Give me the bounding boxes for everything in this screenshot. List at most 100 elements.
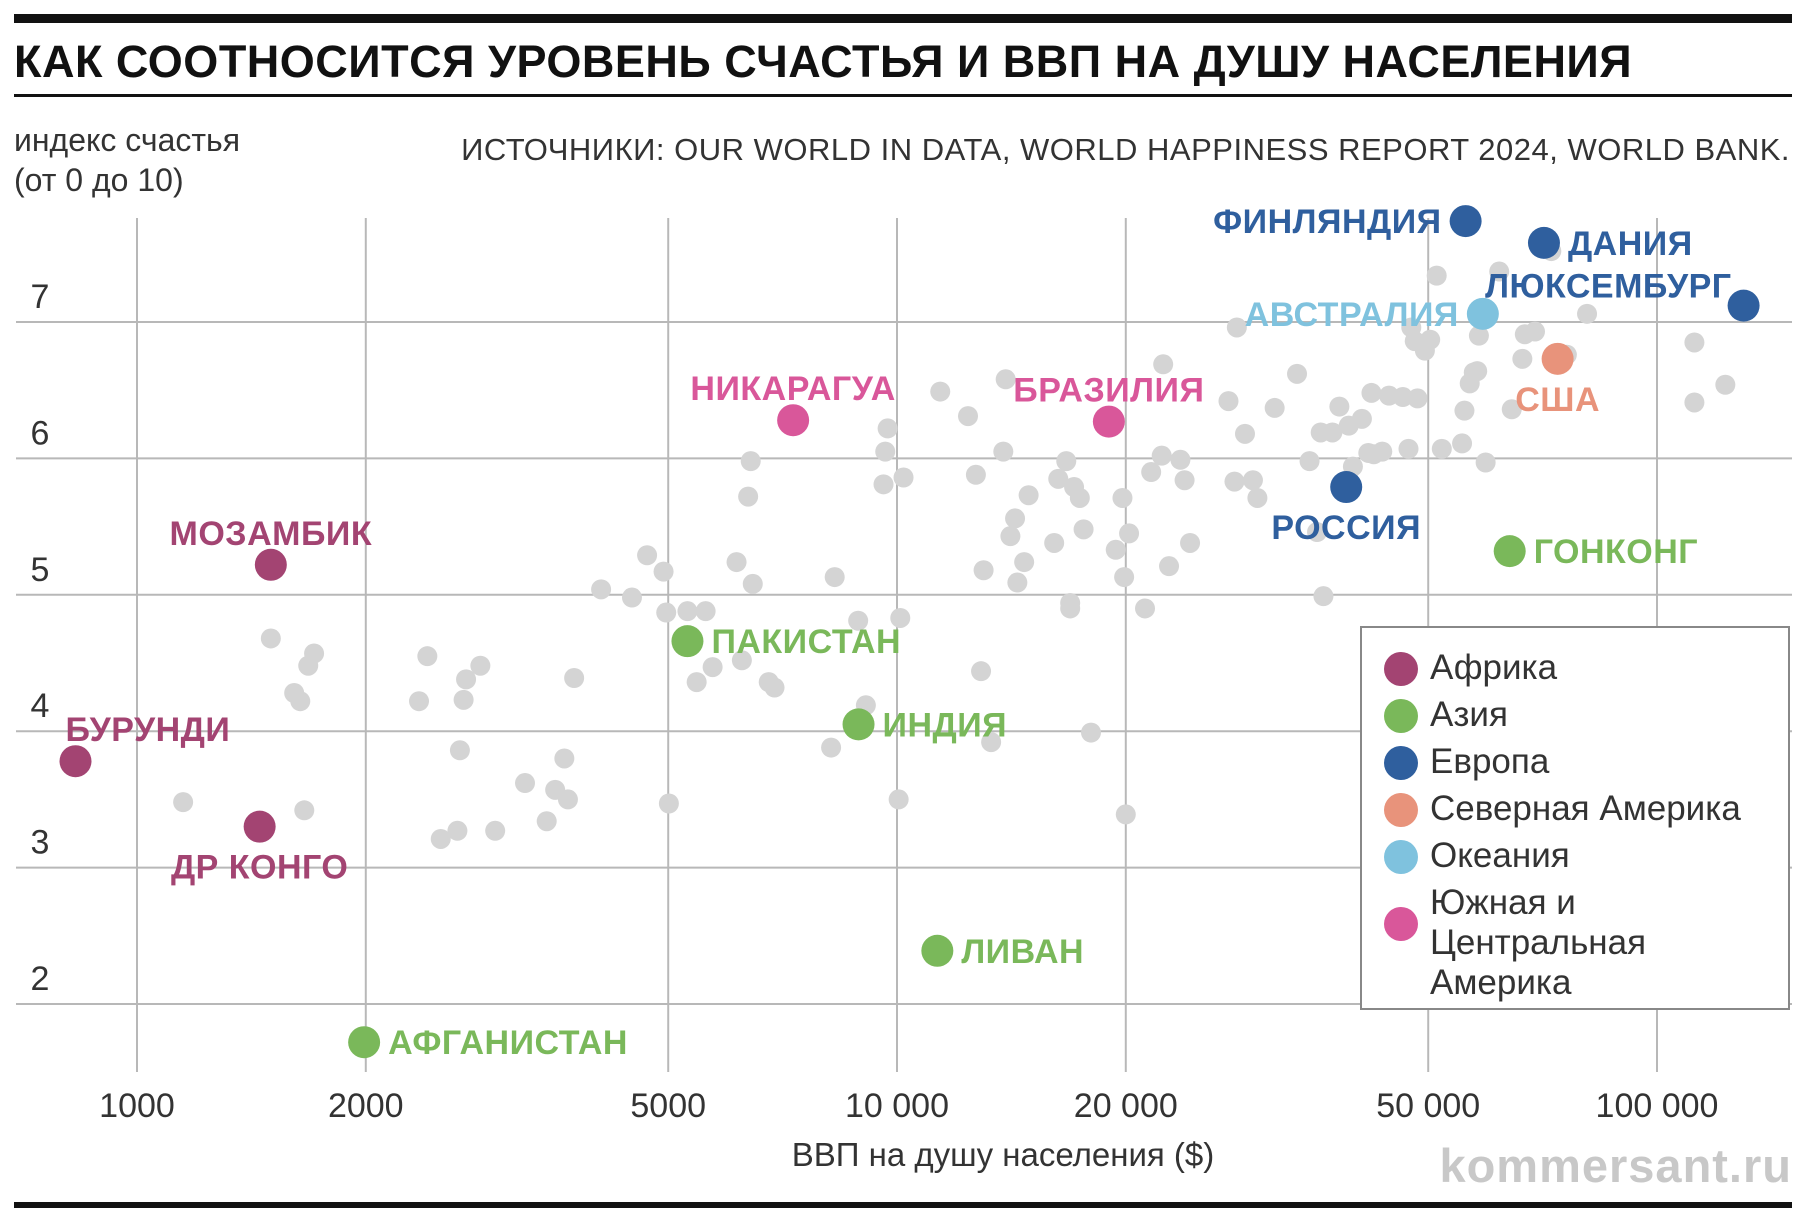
background-point (686, 672, 707, 693)
background-point (1153, 354, 1174, 375)
highlighted-point (243, 810, 276, 843)
background-point (1060, 592, 1081, 613)
background-point (821, 737, 842, 758)
highlighted-point (59, 745, 92, 778)
legend-swatch (1384, 652, 1418, 686)
highlighted-point (1330, 471, 1363, 504)
background-point (731, 650, 752, 671)
highlighted-label: ДАНИЯ (1568, 225, 1693, 263)
background-point (290, 691, 311, 712)
highlighted-label: ИНДИЯ (883, 706, 1008, 744)
background-point (294, 800, 315, 821)
background-point (456, 669, 477, 690)
highlighted-label: БУРУНДИ (65, 711, 230, 749)
highlighted-label: ФИНЛЯНДИЯ (1213, 203, 1441, 241)
highlighted-point (1493, 535, 1526, 568)
background-point (965, 464, 986, 485)
x-axis-label: ВВП на душу населения ($) (791, 1136, 1215, 1173)
background-point (1475, 452, 1496, 473)
background-point (1151, 445, 1172, 466)
x-tick-label: 5000 (630, 1087, 706, 1125)
background-point (1307, 522, 1328, 543)
background-point (1351, 408, 1372, 429)
highlighted-point (1092, 405, 1125, 438)
background-point (893, 467, 914, 488)
background-point (930, 381, 951, 402)
background-points (173, 241, 1736, 849)
highlighted-label: АВСТРАЛИЯ (1245, 296, 1459, 334)
highlighted-label: БРАЗИЛИЯ (1013, 372, 1204, 410)
x-tick-label: 20 000 (1074, 1087, 1178, 1125)
background-point (702, 657, 723, 678)
highlighted-label: АФГАНИСТАН (388, 1024, 628, 1062)
background-point (417, 646, 438, 667)
background-point (1069, 487, 1090, 508)
background-point (873, 474, 894, 495)
background-point (1329, 396, 1350, 417)
background-point (591, 579, 612, 600)
background-point (304, 643, 325, 664)
background-point (824, 567, 845, 588)
background-point (1224, 471, 1245, 492)
background-point (1501, 399, 1522, 420)
background-point (1242, 470, 1263, 491)
background-point (1287, 363, 1308, 384)
background-point (1014, 552, 1035, 573)
background-point (740, 451, 761, 472)
background-point (557, 789, 578, 810)
x-tick-labels: 1000 2000 5000 10 000 20 000 50 000 100 000 (99, 1087, 1718, 1125)
background-point (1234, 423, 1255, 444)
background-point (764, 677, 785, 698)
legend-swatch (1384, 840, 1418, 874)
highlighted-points (59, 205, 1760, 1059)
highlighted-point (671, 625, 704, 658)
highlighted-label: ПАКИСТАН (711, 623, 901, 661)
top-rule (14, 14, 1792, 23)
background-point (447, 820, 468, 841)
highlighted-point (254, 548, 287, 581)
title-rule (14, 94, 1792, 97)
background-point (1174, 470, 1195, 491)
background-point (453, 689, 474, 710)
background-point (971, 661, 992, 682)
legend-label: Океания (1430, 836, 1570, 875)
background-point (653, 561, 674, 582)
highlighted-label: РОССИЯ (1271, 509, 1421, 547)
background-point (1056, 451, 1077, 472)
background-point (1048, 468, 1069, 489)
background-point (738, 486, 759, 507)
background-point (1372, 441, 1393, 462)
source-note: ИСТОЧНИКИ: OUR WORLD IN DATA, WORLD HAPP… (461, 132, 1790, 167)
background-point (1007, 572, 1028, 593)
background-point (890, 607, 911, 628)
highlighted-point (777, 404, 810, 437)
background-point (1577, 303, 1598, 324)
background-point (564, 668, 585, 689)
x-tick-label: 100 000 (1596, 1087, 1719, 1125)
background-point (1426, 265, 1447, 286)
background-point (1141, 462, 1162, 483)
y-tick-label: 7 (31, 278, 50, 316)
background-point (1018, 485, 1039, 506)
background-point (1005, 508, 1026, 529)
legend-swatch (1384, 907, 1418, 941)
highlighted-point (1727, 289, 1760, 322)
background-point (1468, 325, 1489, 346)
chart-title: КАК СООТНОСИТСЯ УРОВЕНЬ СЧАСТЬЯ И ВВП НА… (14, 36, 1633, 87)
background-point (658, 793, 679, 814)
highlighted-label: МОЗАМБИК (170, 515, 373, 553)
background-point (1525, 321, 1546, 342)
background-point (1081, 722, 1102, 743)
background-point (1115, 804, 1136, 825)
background-point (1264, 397, 1285, 418)
y-axis-label: индекс счастья (от 0 до 10) (14, 122, 241, 198)
watermark: kommersant.ru (1439, 1139, 1792, 1192)
background-point (1684, 332, 1705, 353)
background-point (1170, 449, 1191, 470)
background-point (877, 418, 898, 439)
background-point (1000, 526, 1021, 547)
background-point (621, 587, 642, 608)
background-point (637, 545, 658, 566)
highlighted-point (348, 1026, 381, 1059)
x-tick-label: 1000 (99, 1087, 175, 1125)
